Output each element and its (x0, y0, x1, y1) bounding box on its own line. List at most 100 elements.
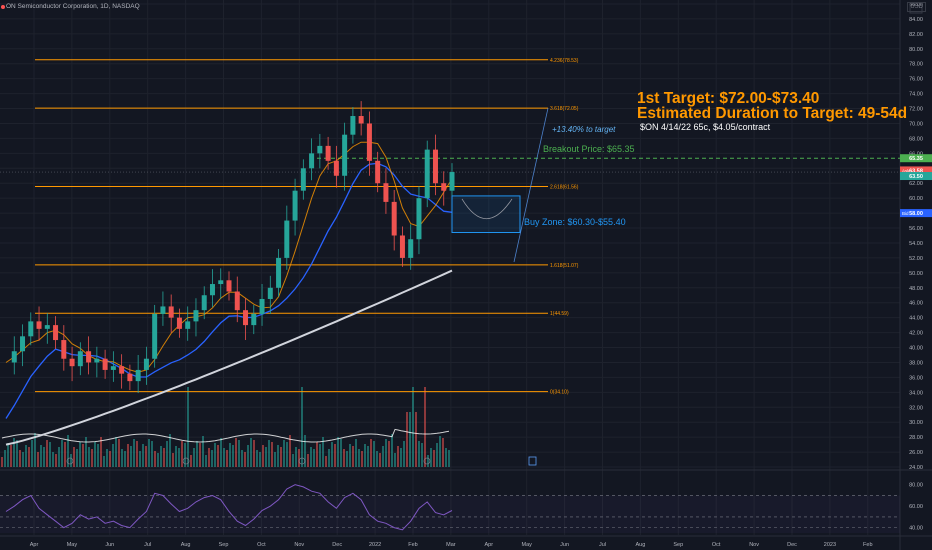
target-annotation: 1st Target: $72.00-$73.40 (637, 90, 820, 107)
rsi-tick-label: 40.00 (909, 526, 923, 532)
volume-bar (193, 448, 195, 467)
volume-bar (217, 445, 219, 467)
volume-bar (397, 446, 399, 467)
time-tick-label: Apr (485, 542, 494, 548)
time-tick-label: Feb (408, 542, 417, 548)
time-tick-label: Sep (219, 542, 229, 548)
price-tick-label: 62.00 (909, 181, 923, 187)
time-tick-label: Aug (181, 542, 191, 548)
price-tick-label: 74.00 (909, 92, 923, 98)
volume-bar (355, 439, 357, 467)
ma-20-line (5, 141, 453, 373)
currency-label[interactable]: USD (907, 2, 926, 12)
volume-bar (442, 438, 444, 467)
candle-body (432, 149, 438, 184)
volume-bar (19, 450, 21, 467)
time-axis[interactable]: Apr May Jun Jul Aug Sep Oct Nov Dec 2022 Feb Mar Apr… (30, 542, 873, 548)
fib-label: 4.236(78.53) (550, 58, 579, 64)
volume-bar (349, 444, 351, 467)
price-tick-label: 78.00 (909, 62, 923, 68)
buy-zone-rect (451, 195, 521, 234)
candle-body (325, 145, 331, 161)
earnings-marker-icon (298, 457, 306, 465)
candle-body (350, 116, 356, 135)
volume-bar (445, 448, 447, 467)
volume-bar (88, 447, 90, 467)
rsi-band (0, 495, 900, 533)
price-tag-label: 65.35 (909, 156, 923, 162)
volume-bar (367, 446, 369, 467)
price-tick-label: 26.00 (909, 450, 923, 456)
buy-zone-box (451, 195, 521, 234)
volume-bar (37, 452, 39, 467)
volume-bar (91, 449, 93, 467)
volume-bar (403, 441, 405, 467)
volume-bar (151, 441, 153, 467)
volume-bar (400, 448, 402, 467)
candle-body (284, 220, 290, 258)
volume-bar (139, 451, 141, 467)
volume-bar (409, 412, 411, 467)
volume-bar (67, 435, 69, 467)
volume-bar (277, 445, 279, 467)
volume-bar (4, 450, 6, 467)
volume-bar (280, 447, 282, 467)
price-tick-label: 42.00 (909, 331, 923, 337)
price-tick-label: 72.00 (909, 107, 923, 113)
volume-bar (199, 443, 201, 467)
volume-bar (253, 440, 255, 467)
volume-bar (268, 440, 270, 467)
volume-bar (94, 442, 96, 467)
volume-bar (424, 387, 426, 467)
volume-ma-line (1, 428, 450, 443)
volume-bars (1, 387, 450, 467)
volume-bar (202, 436, 204, 467)
volume-bar (352, 446, 354, 467)
candle-body (424, 149, 430, 199)
fib-label: 3.618(72.05) (550, 106, 579, 112)
price-tick-label: 30.00 (909, 420, 923, 426)
price-tag-bg (900, 209, 932, 218)
volume-bar (358, 449, 360, 467)
buy-zone-annotation: Buy Zone: $60.30-$55.40 (524, 217, 626, 227)
volume-bar (157, 453, 159, 467)
volume-bar (28, 447, 30, 467)
volume-bar (109, 451, 111, 467)
volume-bar (61, 440, 63, 467)
volume-bar (439, 436, 441, 467)
volume-bar (298, 449, 300, 467)
volume-bar (127, 444, 129, 467)
candle-body (251, 313, 257, 326)
candle-body (317, 145, 323, 154)
volume-bar (382, 446, 384, 467)
calendar-icon (528, 456, 537, 466)
price-tick-label: 54.00 (909, 241, 923, 247)
candle-body (366, 123, 372, 161)
breakout-annotation: Breakout Price: $65.35 (543, 144, 635, 154)
volume-bar (364, 444, 366, 467)
candle-body (292, 190, 298, 221)
volume-bar (295, 447, 297, 467)
option-annotation: $ON 4/14/22 65c, $4.05/contract (640, 122, 771, 132)
time-tick-label: Jul (599, 542, 606, 548)
candle-body (375, 160, 381, 184)
volume-bar (100, 437, 102, 467)
volume-bar (292, 454, 294, 467)
volume-bar (427, 455, 429, 467)
volume-bar (166, 441, 168, 467)
price-axis[interactable]: 24.00 26.00 28.00 30.00 32.00 34.00 36.00 38.00… (909, 2, 923, 471)
price-tick-label: 70.00 (909, 121, 923, 127)
volume-bar (175, 446, 177, 467)
volume-bar (43, 447, 45, 467)
symbol-title[interactable]: ON Semiconductor Corporation, 1D, NASDAQ (6, 3, 140, 10)
currency-box (909, 2, 923, 14)
sma-200-line (5, 269, 453, 446)
rsi-tick-label: 60.00 (909, 504, 923, 510)
candle-body (143, 358, 149, 370)
percent-to-target-annotation: +13.40% to target (552, 125, 616, 134)
volume-bar (283, 440, 285, 467)
candle-body (399, 235, 405, 258)
time-tick-label: Oct (257, 542, 266, 548)
price-tick-label: 50.00 (909, 271, 923, 277)
